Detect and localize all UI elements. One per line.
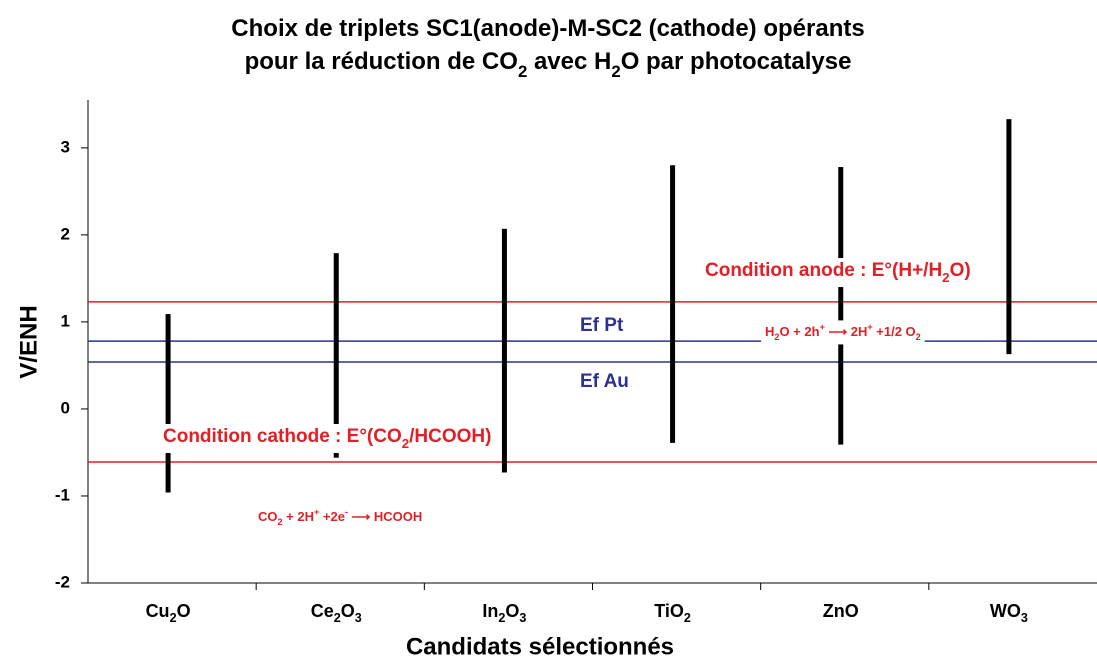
- subscript: 2: [518, 62, 527, 81]
- subscript: 2: [611, 62, 620, 81]
- annotation: H2O + 2h+ ⟶ 2H+ +1/2 O2: [765, 322, 921, 342]
- text-part: ⟶ 2H: [825, 324, 867, 339]
- text-part: O par photocatalyse: [621, 48, 852, 75]
- annotation-background: [159, 424, 496, 454]
- annotation-background: [576, 369, 633, 395]
- annotation: Ef Pt: [580, 315, 624, 336]
- annotation-background: [576, 313, 628, 339]
- annotation: Ef Au: [580, 371, 629, 392]
- y-axis-title: V/ENH: [15, 305, 42, 378]
- x-tick-label: ZnO: [823, 601, 859, 621]
- subscript: 2: [774, 332, 779, 342]
- text-part: /HCOOH): [409, 426, 491, 447]
- text-part: +2e: [319, 509, 345, 524]
- annotation: Condition anode : E°(H+/H2O): [705, 260, 971, 285]
- superscript: +: [314, 507, 319, 517]
- x-tick-label: WO3: [990, 601, 1028, 626]
- subscript: 2: [942, 270, 949, 285]
- range-bar: [333, 253, 339, 458]
- subscript: 2: [402, 436, 409, 451]
- range-bar: [501, 228, 507, 473]
- y-tick-label: 0: [61, 398, 70, 417]
- text-part: Condition cathode : E°(CO: [163, 426, 402, 447]
- range-bar: [165, 314, 171, 493]
- superscript: +: [867, 322, 872, 332]
- range-bar: [1006, 119, 1012, 355]
- text-part: Ef Au: [580, 371, 629, 392]
- text-part: + 2H: [283, 509, 314, 524]
- chart-title: pour la réduction de CO2 avec H2O par ph…: [245, 48, 852, 81]
- x-tick-label: TiO2: [654, 601, 691, 626]
- subscript: 2: [916, 332, 921, 342]
- text-part: CO: [258, 509, 278, 524]
- x-tick-label: Ce2O3: [311, 601, 362, 626]
- subscript: 2: [684, 611, 691, 625]
- y-tick-label: 3: [61, 137, 70, 156]
- text-part: O: [341, 601, 355, 621]
- x-axis-title: Candidats sélectionnés: [406, 633, 674, 660]
- annotation: CO2 + 2H+ +2e- ⟶ HCOOH: [258, 507, 422, 527]
- subscript: 3: [519, 611, 526, 625]
- text-part: O): [950, 260, 971, 281]
- text-part: pour la réduction de CO: [245, 48, 518, 75]
- text-part: ZnO: [823, 601, 859, 621]
- text-part: ⟶ HCOOH: [348, 509, 422, 524]
- y-tick-label: 1: [61, 311, 70, 330]
- text-part: O: [505, 601, 519, 621]
- subscript: 2: [170, 611, 177, 625]
- text-part: O: [177, 601, 191, 621]
- text-part: O + 2h: [779, 324, 819, 339]
- text-part: H: [765, 324, 774, 339]
- y-tick-label: -1: [55, 485, 70, 504]
- subscript: 2: [498, 611, 505, 625]
- y-tick-label: -2: [55, 572, 70, 591]
- text-part: Choix de triplets SC1(anode)-M-SC2 (cath…: [231, 15, 864, 42]
- subscript: 3: [355, 611, 362, 625]
- subscript: 3: [1021, 611, 1028, 625]
- text-part: In: [482, 601, 498, 621]
- text-part: Ce: [311, 601, 334, 621]
- text-part: TiO: [654, 601, 684, 621]
- superscript: -: [345, 507, 348, 517]
- x-tick-label: Cu2O: [146, 601, 191, 626]
- text-part: +1/2 O: [873, 324, 916, 339]
- text-part: WO: [990, 601, 1021, 621]
- y-tick-label: 2: [61, 224, 70, 243]
- superscript: +: [820, 322, 825, 332]
- text-part: Ef Pt: [580, 315, 624, 336]
- text-part: avec H: [527, 48, 611, 75]
- annotation-background: [701, 258, 975, 288]
- x-tick-label: In2O3: [482, 601, 526, 626]
- range-bar: [838, 167, 844, 445]
- annotation: Condition cathode : E°(CO2/HCOOH): [163, 426, 491, 451]
- annotation-background: [254, 505, 427, 530]
- chart-title: Choix de triplets SC1(anode)-M-SC2 (cath…: [231, 15, 864, 42]
- range-bar: [670, 165, 676, 443]
- subscript: 2: [278, 517, 283, 527]
- text-part: Condition anode : E°(H+/H: [705, 260, 942, 281]
- annotation-background: [761, 320, 925, 345]
- text-part: Cu: [146, 601, 170, 621]
- subscript: 2: [334, 611, 341, 625]
